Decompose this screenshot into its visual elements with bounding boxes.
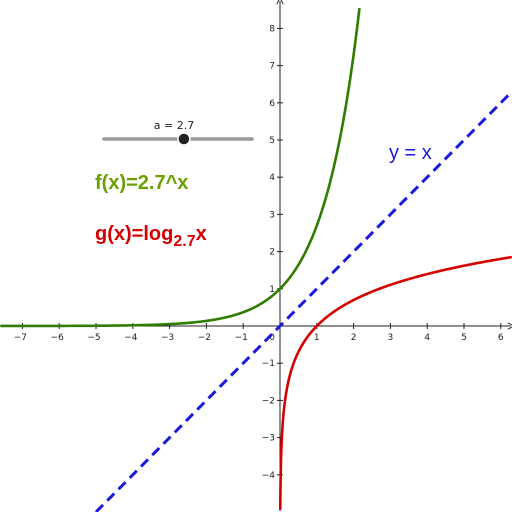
x-tick-label: −5 — [87, 333, 100, 343]
x-tick-label: 5 — [461, 333, 467, 343]
x-tick-label: −2 — [198, 333, 211, 343]
tick-marks — [21, 27, 502, 476]
y-tick-label: 8 — [269, 24, 275, 34]
g-formula-prefix: g(x)=log — [95, 223, 173, 245]
y-tick-label: −3 — [262, 434, 275, 444]
y-tick-label: 3 — [269, 210, 275, 220]
y-tick-label: 5 — [269, 136, 275, 146]
tick-labels: −7 −6 −5 −4 −3 −2 −1 1 2 3 4 5 6 −4 −3 −2 −1 1 2 3 4 5 6 7 8 0 — [14, 24, 504, 480]
y-tick-label: 2 — [269, 248, 275, 258]
y-tick-label: 7 — [269, 62, 275, 72]
f-curve — [0, 7, 361, 328]
x-tick-label: −4 — [124, 333, 138, 343]
f-formula-label: f(x)=2.7^x — [95, 172, 188, 194]
x-tick-label: 3 — [388, 333, 394, 343]
y-tick-label: 1 — [269, 285, 275, 295]
x-tick-label: 6 — [498, 333, 504, 343]
x-tick-label: 2 — [351, 333, 357, 343]
x-tick-label: −3 — [161, 333, 174, 343]
origin-label: 0 — [269, 333, 275, 343]
x-tick-label: 1 — [314, 333, 320, 343]
y-tick-label: 6 — [269, 99, 275, 109]
x-tick-label: −1 — [235, 333, 248, 343]
identity-line — [94, 90, 512, 512]
curves — [0, 7, 512, 512]
g-curve — [278, 255, 512, 511]
y-tick-label: −1 — [262, 359, 275, 369]
y-tick-label: 4 — [269, 173, 275, 183]
slider-label: a = 2.7 — [154, 119, 194, 132]
g-formula-label: g(x)=log2.7x — [95, 223, 207, 250]
slider-knob[interactable] — [177, 132, 191, 146]
x-tick-label: 4 — [424, 333, 430, 343]
y-tick-label: −2 — [262, 396, 275, 406]
g-formula-suffix: x — [196, 223, 207, 245]
y-tick-label: −4 — [262, 471, 276, 481]
x-tick-label: −7 — [14, 333, 27, 343]
x-tick-label: −6 — [51, 333, 65, 343]
g-formula-base: 2.7 — [173, 233, 195, 250]
slider[interactable]: a = 2.7 — [102, 119, 254, 146]
identity-line-label: y = x — [389, 142, 432, 164]
